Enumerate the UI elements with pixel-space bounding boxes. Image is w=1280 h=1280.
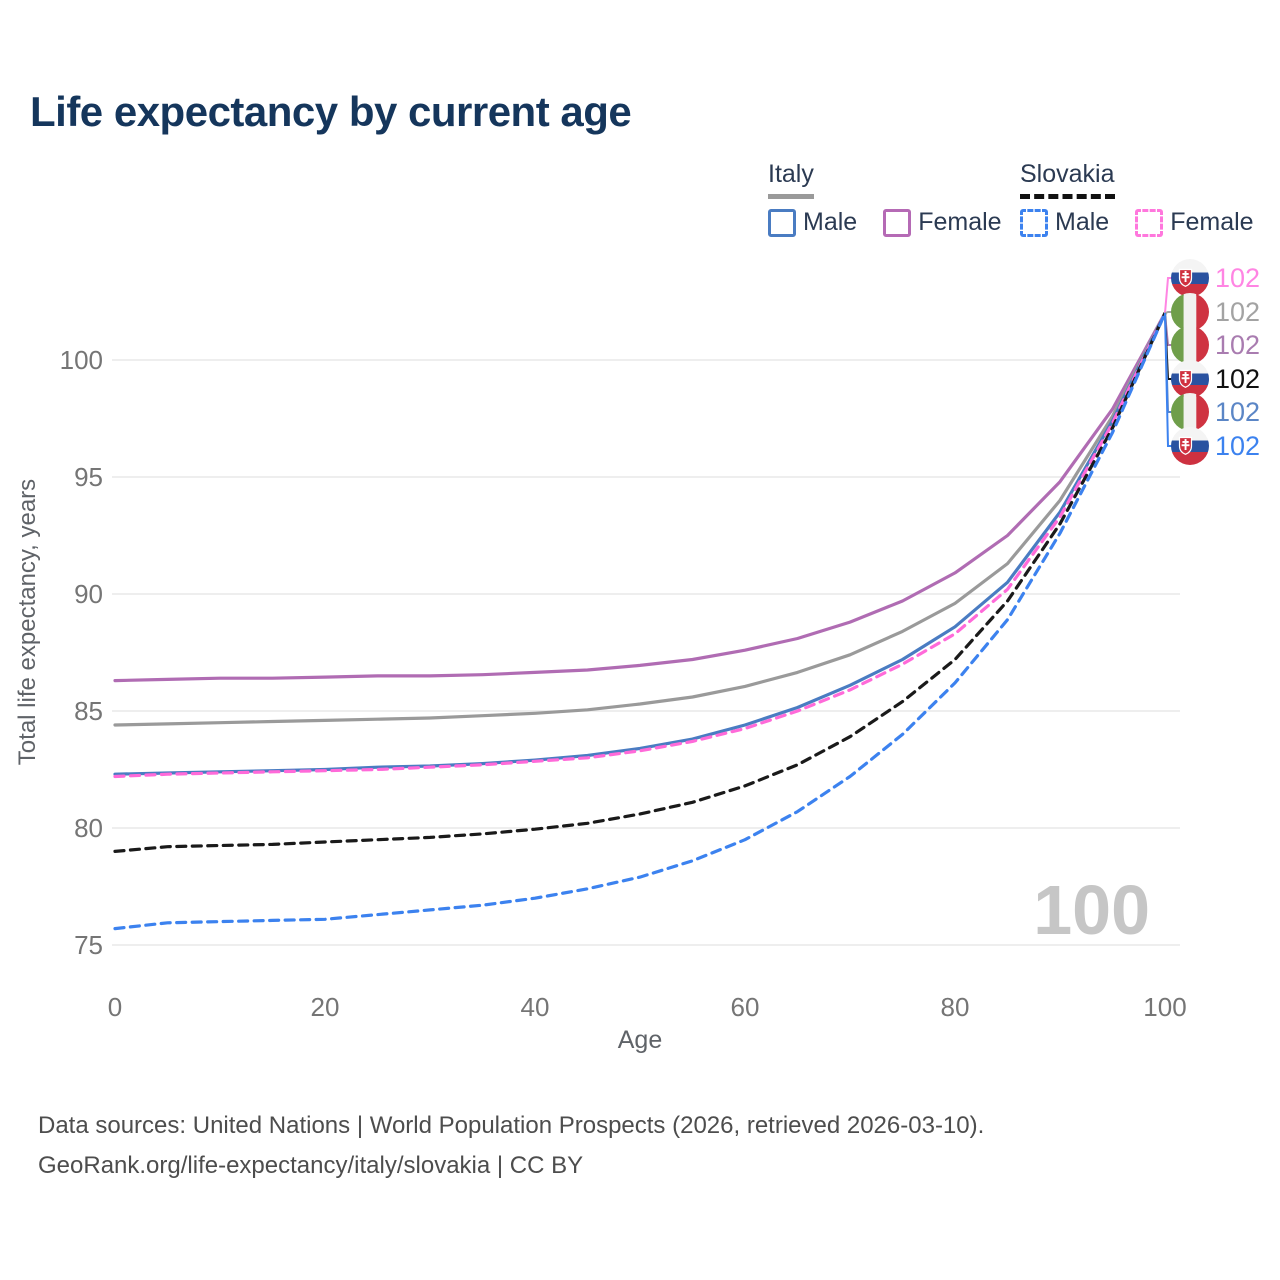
x-tick-label: 20: [311, 992, 340, 1022]
legend-item-label: Male: [803, 208, 858, 236]
italy-flag-icon: [1171, 326, 1209, 364]
x-axis-title: Age: [617, 1026, 663, 1054]
x-tick-label: 40: [521, 992, 550, 1022]
end-label-row-4: 102: [1171, 393, 1260, 431]
y-tick-label: 100: [60, 345, 103, 375]
x-tick-label: 80: [941, 992, 970, 1022]
footer-url: GeoRank.org/life-expectancy/italy/slovak…: [38, 1152, 584, 1179]
end-label-row-1: 102: [1171, 293, 1260, 331]
x-tick-label: 60: [731, 992, 760, 1022]
end-label-value: 102: [1215, 329, 1261, 360]
slovakia-flag-icon: [1171, 259, 1209, 297]
series-line-italy-female: [113, 311, 1167, 683]
y-tick-label: 80: [74, 813, 103, 843]
series-line-slovakia-female: [113, 311, 1167, 779]
footer-sources: Data sources: United Nations | World Pop…: [38, 1112, 985, 1139]
end-label-leader: [1164, 313, 1172, 447]
legend-item-slovakia-male[interactable]: Male: [1020, 208, 1109, 237]
end-label-row-3: 102: [1171, 360, 1260, 398]
legend-item-slovakia-female[interactable]: Female: [1135, 208, 1254, 237]
x-tick-label: 0: [108, 992, 122, 1022]
end-label-leader: [1164, 277, 1172, 314]
italy-male-swatch-icon: [768, 208, 796, 237]
legend-item-italy-female[interactable]: Female: [883, 208, 1002, 237]
series-line-slovakia-total: [113, 311, 1167, 854]
y-tick-label: 85: [74, 696, 103, 726]
x-tick-label: 100: [1143, 992, 1186, 1022]
y-tick-label: 75: [74, 930, 103, 960]
end-label-row-2: 102: [1171, 326, 1260, 364]
slovakia-male-swatch-icon: [1020, 208, 1048, 237]
italy-flag-icon: [1171, 293, 1209, 331]
legend-country-slovakia[interactable]: Slovakia: [1020, 160, 1115, 199]
italy-female-swatch-icon: [883, 208, 912, 237]
end-label-row-0: 102: [1171, 259, 1260, 297]
legend-group-slovakia: Slovakia Male Female: [1020, 160, 1254, 237]
end-label-value: 102: [1215, 396, 1261, 427]
series-line-italy-total: [113, 311, 1167, 727]
y-tick-label: 90: [74, 579, 103, 609]
footer: Data sources: United Nations | World Pop…: [38, 1106, 984, 1186]
legend-item-label: Female: [1170, 208, 1254, 236]
end-label-value: 102: [1215, 296, 1261, 327]
end-label-value: 102: [1215, 430, 1261, 461]
end-label-value: 102: [1215, 363, 1261, 394]
italy-flag-icon: [1171, 393, 1209, 431]
series-line-slovakia-male: [113, 311, 1167, 931]
legend-item-italy-male[interactable]: Male: [768, 208, 857, 237]
y-tick-label: 95: [74, 462, 103, 492]
slovakia-flag-icon: [1171, 427, 1209, 465]
legend-group-italy: Italy Male Female: [768, 160, 1002, 237]
end-label-value: 102: [1215, 262, 1261, 293]
slovakia-flag-icon: [1171, 360, 1209, 398]
legend-item-label: Male: [1055, 208, 1110, 236]
page-title: Life expectancy by current age: [30, 88, 632, 135]
slovakia-female-swatch-icon: [1135, 208, 1164, 237]
legend-country-italy[interactable]: Italy: [768, 160, 814, 199]
age-watermark: 100: [1033, 871, 1150, 949]
legend-item-label: Female: [918, 208, 1002, 236]
end-label-row-5: 102: [1171, 427, 1260, 465]
y-axis-title: Total life expectancy, years: [14, 478, 41, 766]
end-label-leader: [1164, 311, 1172, 315]
